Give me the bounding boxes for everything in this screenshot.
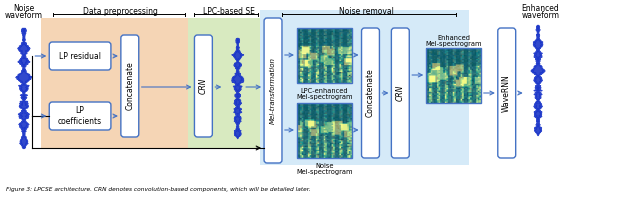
Text: Mel-spectrogram: Mel-spectrogram	[296, 169, 353, 175]
Text: Noise: Noise	[315, 163, 333, 169]
Text: Concatenate: Concatenate	[366, 69, 375, 117]
Text: WaveRNN: WaveRNN	[502, 74, 511, 112]
FancyBboxPatch shape	[264, 18, 282, 163]
FancyBboxPatch shape	[392, 28, 409, 158]
Text: Noise: Noise	[13, 4, 34, 12]
Text: Data preprocessing: Data preprocessing	[83, 7, 158, 16]
Text: waveform: waveform	[522, 10, 559, 20]
Text: LPC-enhanced: LPC-enhanced	[300, 88, 348, 94]
FancyBboxPatch shape	[42, 18, 189, 148]
Text: LP
coefficients: LP coefficients	[58, 106, 102, 126]
FancyBboxPatch shape	[49, 42, 111, 70]
Text: Enhanced: Enhanced	[437, 35, 470, 41]
Text: waveform: waveform	[4, 10, 42, 20]
Text: CRN: CRN	[396, 85, 405, 101]
Text: Figure 3: LPCSE architecture. CRN denotes convolution-based components, which wi: Figure 3: LPCSE architecture. CRN denote…	[6, 187, 311, 192]
Text: CRN: CRN	[199, 78, 208, 94]
FancyBboxPatch shape	[121, 35, 139, 137]
Text: Enhanced: Enhanced	[522, 4, 559, 12]
FancyBboxPatch shape	[195, 35, 212, 137]
FancyBboxPatch shape	[49, 102, 111, 130]
Text: Mel-spectrogram: Mel-spectrogram	[425, 41, 482, 47]
Text: Mel-transformation: Mel-transformation	[270, 57, 276, 124]
FancyBboxPatch shape	[498, 28, 516, 158]
Text: Noise removal: Noise removal	[339, 7, 394, 16]
Text: LPC-based SE: LPC-based SE	[204, 7, 255, 16]
Text: Mel-spectrogram: Mel-spectrogram	[296, 94, 353, 100]
Text: LP residual: LP residual	[59, 51, 101, 60]
FancyBboxPatch shape	[362, 28, 380, 158]
Text: Concatenate: Concatenate	[125, 62, 134, 110]
FancyBboxPatch shape	[260, 10, 469, 165]
FancyBboxPatch shape	[189, 18, 260, 148]
